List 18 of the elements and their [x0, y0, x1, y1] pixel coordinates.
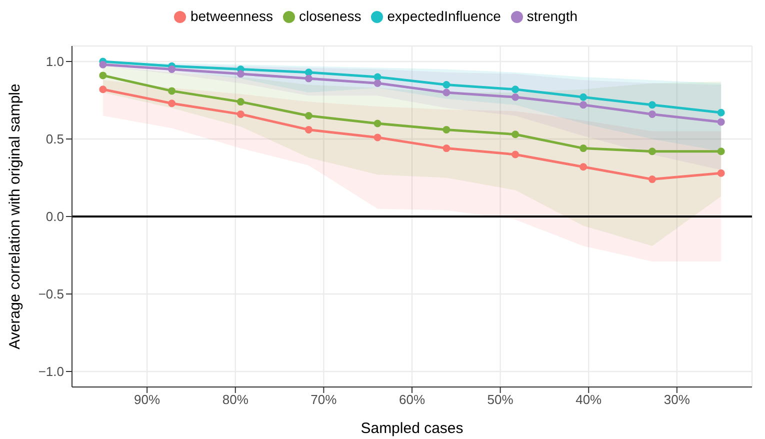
legend-label: betweenness — [190, 8, 273, 24]
x-tick-label: 60% — [398, 392, 426, 408]
x-axis-title: Sampled cases — [360, 420, 464, 437]
x-tick-label: 50% — [487, 392, 514, 408]
x-tick-label: 40% — [576, 392, 602, 408]
x-tick-label: 90% — [134, 392, 161, 408]
y-tick-label: −1.0 — [38, 364, 64, 380]
y-tick-label: −0.5 — [38, 286, 64, 302]
x-tick-label: 30% — [664, 392, 690, 408]
legend-label: expectedInfluence — [387, 8, 501, 24]
y-axis-title: Average correlation with original sample — [6, 84, 24, 350]
x-tick-label: 70% — [310, 392, 338, 408]
x-tick-label: 80% — [222, 392, 249, 408]
legend-label: closeness — [299, 8, 362, 24]
legend-label: strength — [526, 8, 578, 24]
y-tick-label: 1.0 — [46, 54, 64, 70]
y-tick-label: 0.5 — [46, 132, 64, 147]
y-tick-label: 0.0 — [46, 209, 64, 224]
